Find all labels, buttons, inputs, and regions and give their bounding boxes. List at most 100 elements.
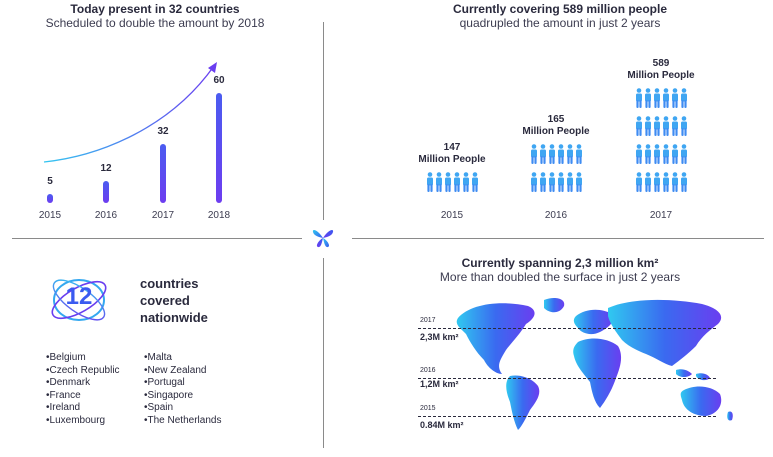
bar-value-label: 32 <box>157 126 169 138</box>
countries-title: Today present in 32 countries <box>70 2 240 16</box>
person-icon <box>680 144 687 164</box>
person-icon <box>635 144 642 164</box>
person-icon <box>575 144 582 164</box>
orbit-badge-icon <box>51 279 107 321</box>
list-item: Singapore <box>144 390 221 403</box>
people-year-label: 2016 <box>544 210 568 221</box>
level-line-2016 <box>418 378 716 379</box>
person-icon <box>557 172 564 192</box>
surface-title: Currently spanning 2,3 million km² <box>461 256 659 270</box>
bar-year-label: 2015 <box>38 210 62 221</box>
bar-year-label: 2018 <box>207 210 231 221</box>
level-value-2017: 2,3M km² <box>420 332 459 342</box>
bar-value-label: 12 <box>100 163 112 174</box>
person-icon <box>662 88 669 108</box>
person-icon <box>530 144 537 164</box>
person-icon <box>653 172 660 192</box>
list-item: New Zealand <box>144 365 221 378</box>
level-line-2017 <box>418 328 716 329</box>
person-icon <box>566 172 573 192</box>
people-value: 165 <box>547 114 565 125</box>
people-subtitle: quadrupled the amount in just 2 years <box>459 16 661 30</box>
bar-2015 <box>47 193 53 203</box>
people-value: 147 <box>443 142 461 153</box>
people-unit: Million People <box>627 70 695 81</box>
person-icon <box>671 116 678 136</box>
people-row <box>530 144 583 164</box>
person-icon <box>653 144 660 164</box>
divider-vertical-top <box>323 22 324 220</box>
person-icon <box>644 88 651 108</box>
person-icon <box>662 116 669 136</box>
people-value: 589 <box>652 58 670 69</box>
person-icon <box>635 172 642 192</box>
countries-subtitle: Scheduled to double the amount by 2018 <box>45 16 265 30</box>
bar-2018 <box>216 93 222 203</box>
bar-year-label: 2016 <box>94 210 118 221</box>
bar-value-label: 5 <box>47 175 53 187</box>
divider-vertical-bottom <box>323 258 324 448</box>
person-icon <box>644 116 651 136</box>
level-value-2016: 1,2M km² <box>420 379 459 389</box>
list-item: Portugal <box>144 377 221 390</box>
person-icon <box>653 116 660 136</box>
person-icon <box>471 172 478 192</box>
person-icon <box>539 172 546 192</box>
person-icon <box>671 88 678 108</box>
person-icon <box>662 172 669 192</box>
person-icon <box>653 88 660 108</box>
person-icon <box>644 172 651 192</box>
surface-subtitle: More than doubled the surface in just 2 … <box>439 270 681 284</box>
heading-line-1: countries <box>140 276 199 291</box>
people-row <box>530 172 583 192</box>
list-item: Denmark <box>46 377 120 390</box>
list-item: France <box>46 390 120 403</box>
person-icon <box>462 172 469 192</box>
level-year-2017: 2017 <box>420 317 436 324</box>
bar-2017 <box>160 144 166 203</box>
list-item: Belgium <box>46 352 120 365</box>
people-year-label: 2017 <box>649 210 673 221</box>
bar-2016 <box>103 181 109 203</box>
bar-year-label: 2017 <box>151 210 175 221</box>
people-row <box>426 172 479 192</box>
divider-horizontal-left <box>12 238 302 239</box>
person-icon <box>671 172 678 192</box>
people-value-label: 165 Million People <box>506 114 606 138</box>
people-value-label: 589 Million People <box>611 58 711 82</box>
bar-value-label: 60 <box>213 75 225 86</box>
country-list-col-1: Belgium Czech Republic Denmark France Ir… <box>46 352 120 428</box>
level-line-2015 <box>418 416 716 417</box>
person-icon <box>662 144 669 164</box>
list-item: Ireland <box>46 402 120 415</box>
person-icon <box>644 144 651 164</box>
list-item: Luxembourg <box>46 415 120 428</box>
person-icon <box>444 172 451 192</box>
level-year-2016: 2016 <box>420 367 436 374</box>
person-icon <box>680 116 687 136</box>
person-icon <box>575 172 582 192</box>
person-icon <box>548 144 555 164</box>
person-icon <box>635 88 642 108</box>
person-icon <box>539 144 546 164</box>
people-row <box>635 116 688 136</box>
divider-horizontal-right <box>352 238 764 239</box>
person-icon <box>671 144 678 164</box>
countries-count: 12 <box>65 283 93 310</box>
person-icon <box>530 172 537 192</box>
person-icon <box>566 144 573 164</box>
person-icon <box>557 144 564 164</box>
person-icon <box>680 172 687 192</box>
people-row <box>635 172 688 192</box>
list-item: The Netherlands <box>144 415 222 428</box>
people-year-label: 2015 <box>440 210 464 221</box>
countries-heading: countries covered nationwide <box>140 275 208 326</box>
people-row <box>635 144 688 164</box>
level-year-2015: 2015 <box>420 405 436 412</box>
people-title: Currently covering 589 million people <box>452 2 668 16</box>
heading-line-2: covered <box>140 293 190 308</box>
person-icon <box>453 172 460 192</box>
growth-arrow <box>43 62 217 163</box>
people-row <box>635 88 688 108</box>
level-value-2015: 0.84M km² <box>420 420 464 430</box>
